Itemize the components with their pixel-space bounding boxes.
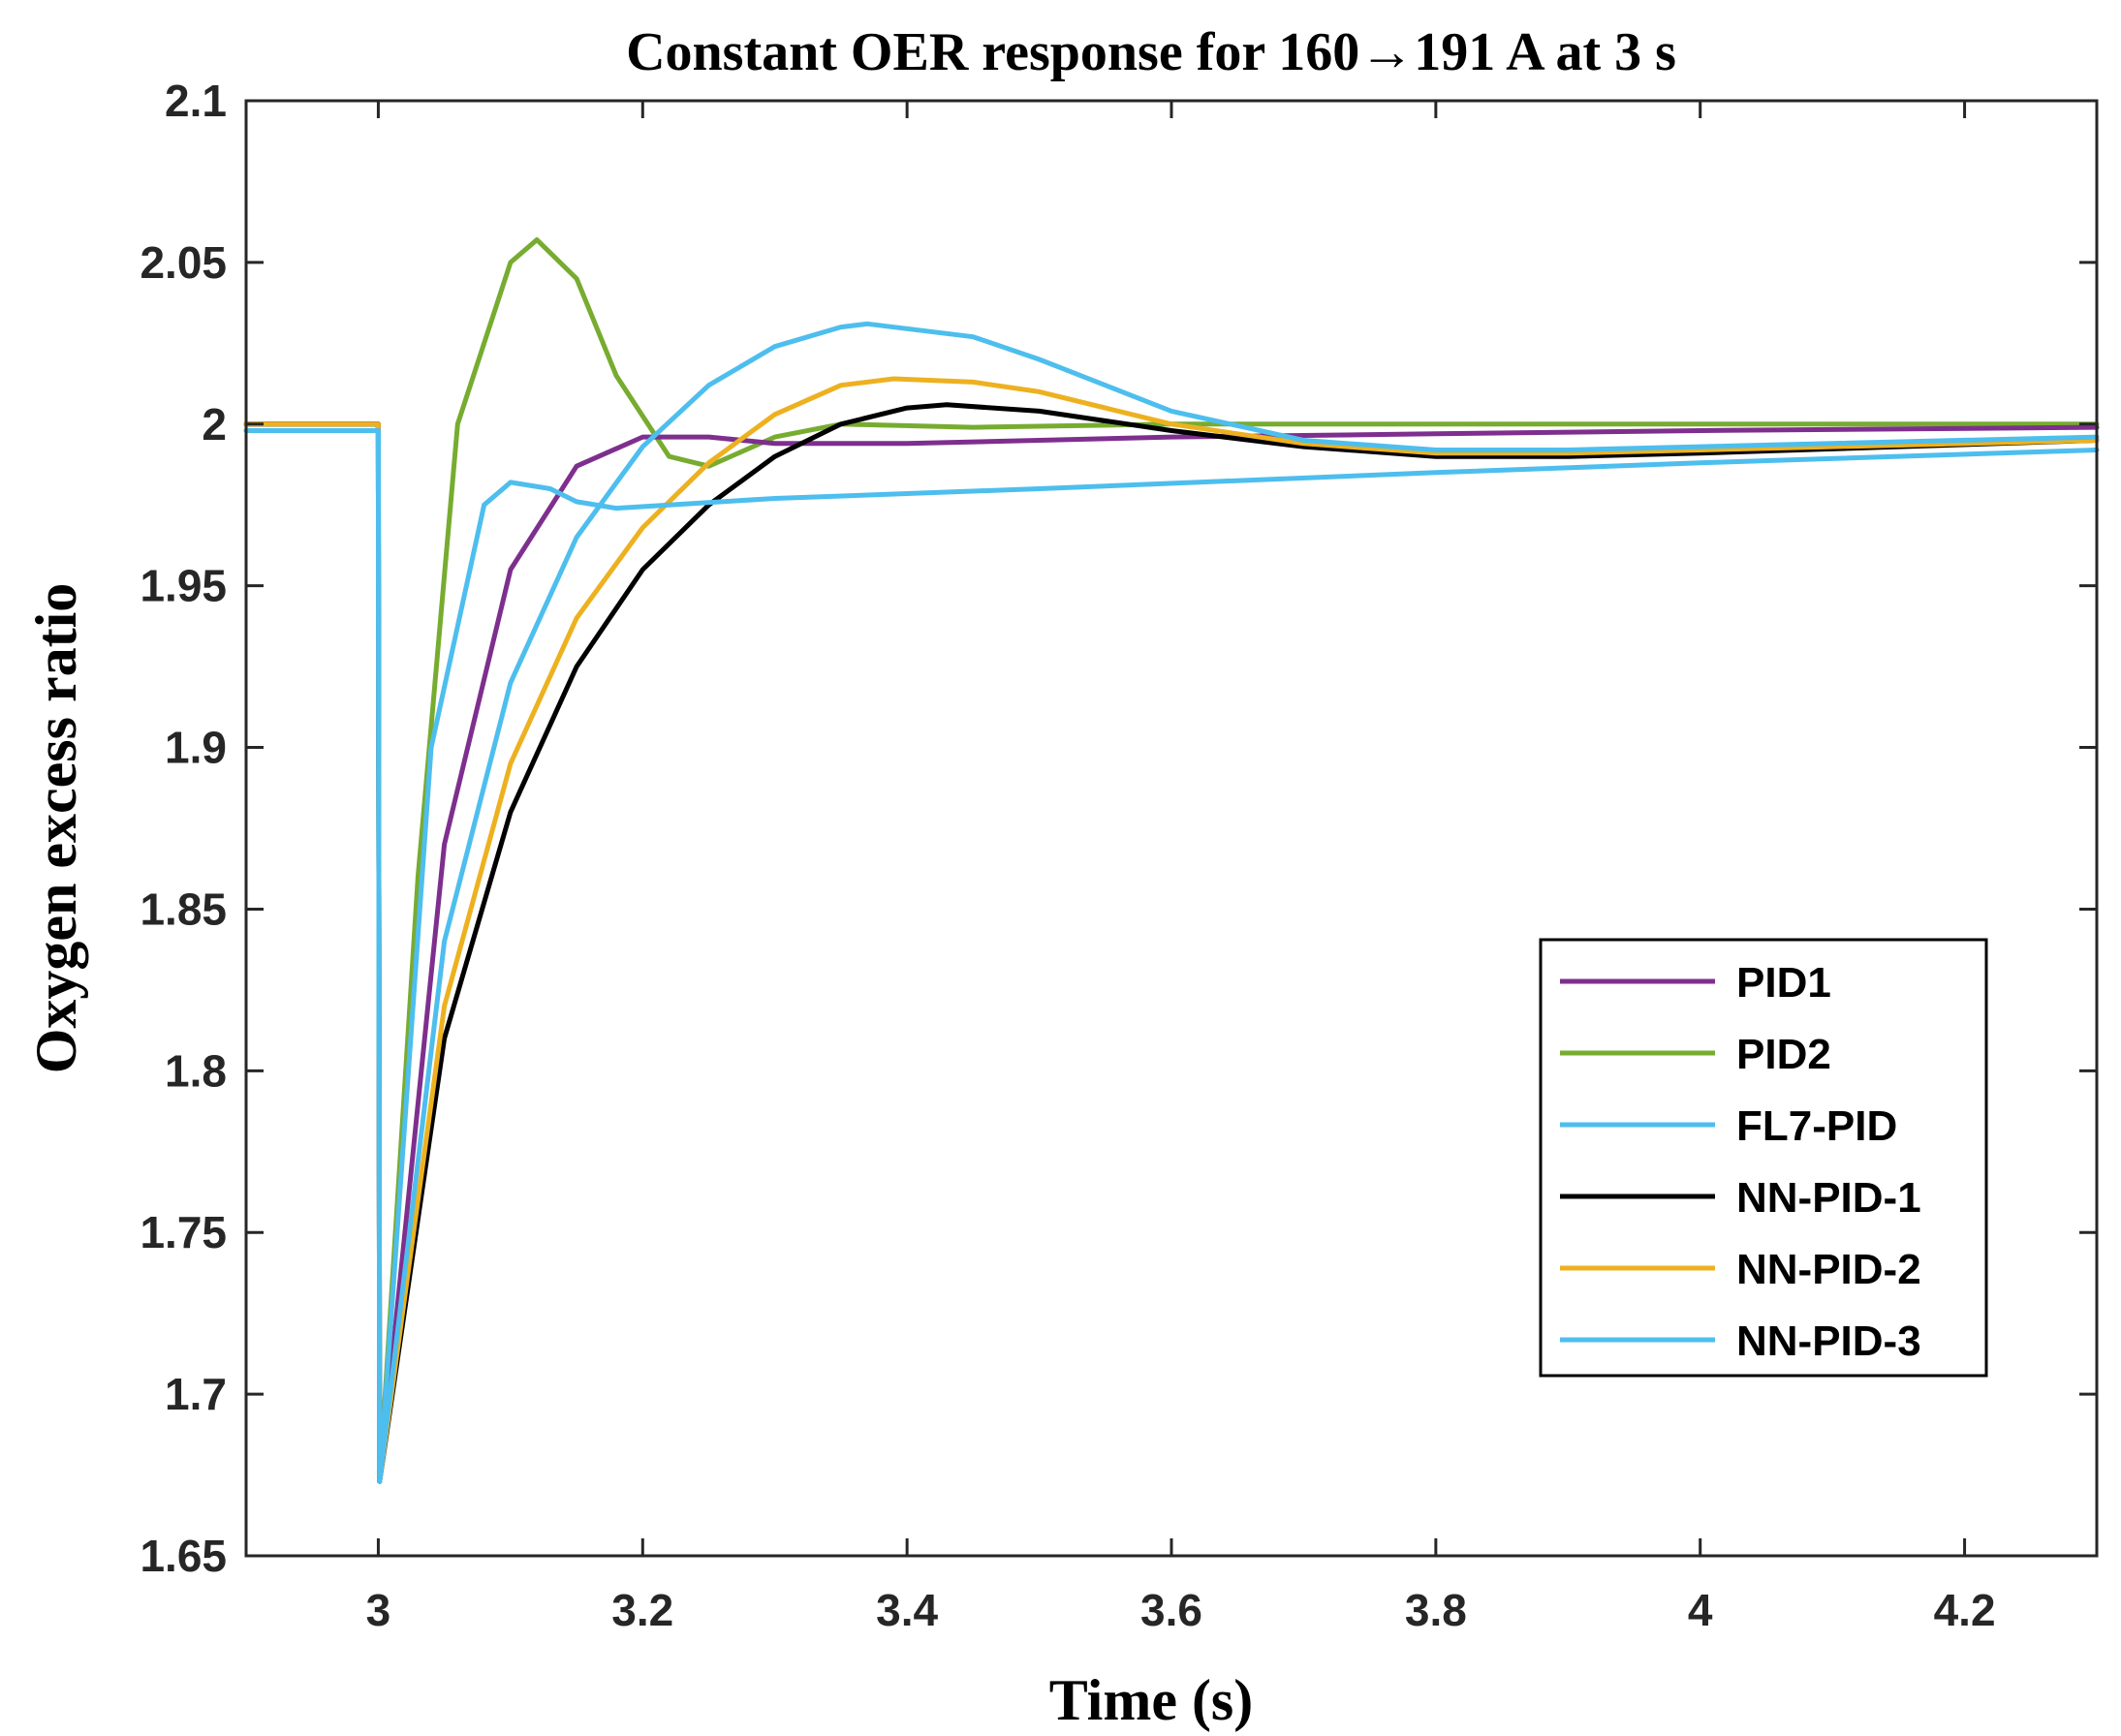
y-tick-label: 1.75 (140, 1207, 227, 1257)
x-tick-label: 3.6 (1140, 1585, 1202, 1635)
legend-label-nn-pid-2: NN-PID-2 (1736, 1246, 1921, 1293)
chart-title: Constant OER response for 160→191 A at 3… (626, 22, 1676, 82)
y-tick-label: 1.95 (140, 561, 227, 611)
axis-ticks (246, 99, 2097, 1558)
series-line-nn-pid-2 (243, 376, 2100, 1484)
y-tick-label: 1.8 (165, 1045, 227, 1096)
x-tick-label: 3.4 (876, 1585, 938, 1635)
y-tick-label: 2.1 (165, 76, 227, 126)
x-axis-label: Time (s) (1049, 1668, 1254, 1732)
x-tick-label: 3 (366, 1585, 391, 1635)
plot-lines (243, 237, 2100, 1484)
y-tick-label: 1.65 (140, 1531, 227, 1581)
x-tick-label: 4.2 (1934, 1585, 1996, 1635)
x-tick-label: 3.2 (611, 1585, 673, 1635)
y-tick-label: 1.85 (140, 884, 227, 934)
y-tick-label: 2 (202, 399, 227, 450)
axis-tick-labels: 3 3.2 3.4 3.6 3.8 4 4.2 1.65 1.7 1.75 1.8 1.85 1.9 1.… (140, 76, 1995, 1635)
x-tick-label: 3.8 (1405, 1585, 1467, 1635)
legend-label-fl7-pid: FL7-PID (1736, 1102, 1897, 1150)
legend: PID1 PID2 FL7-PID NN-PID-1 NN-PID-2 NN-PID-3 (1539, 938, 1988, 1378)
series-line-pid2 (243, 237, 2100, 1484)
y-tick-label: 1.7 (165, 1369, 227, 1419)
series-line-pid1 (243, 421, 2100, 1484)
legend-label-pid1: PID1 (1736, 959, 1831, 1007)
y-axis-label: Oxygen excess ratio (24, 583, 88, 1074)
series-line-nn-pid-1 (243, 402, 2100, 1484)
legend-label-nn-pid-3: NN-PID-3 (1736, 1318, 1921, 1365)
legend-box (1539, 938, 1988, 1378)
y-tick-label: 2.05 (140, 237, 227, 288)
legend-label-pid2: PID2 (1736, 1031, 1831, 1078)
y-tick-label: 1.9 (165, 723, 227, 773)
legend-label-nn-pid-1: NN-PID-1 (1736, 1174, 1921, 1222)
series-line-nn-pid-3 (243, 321, 2100, 1484)
x-tick-label: 4 (1688, 1585, 1713, 1635)
series-line-fl7-pid (243, 428, 2100, 1484)
